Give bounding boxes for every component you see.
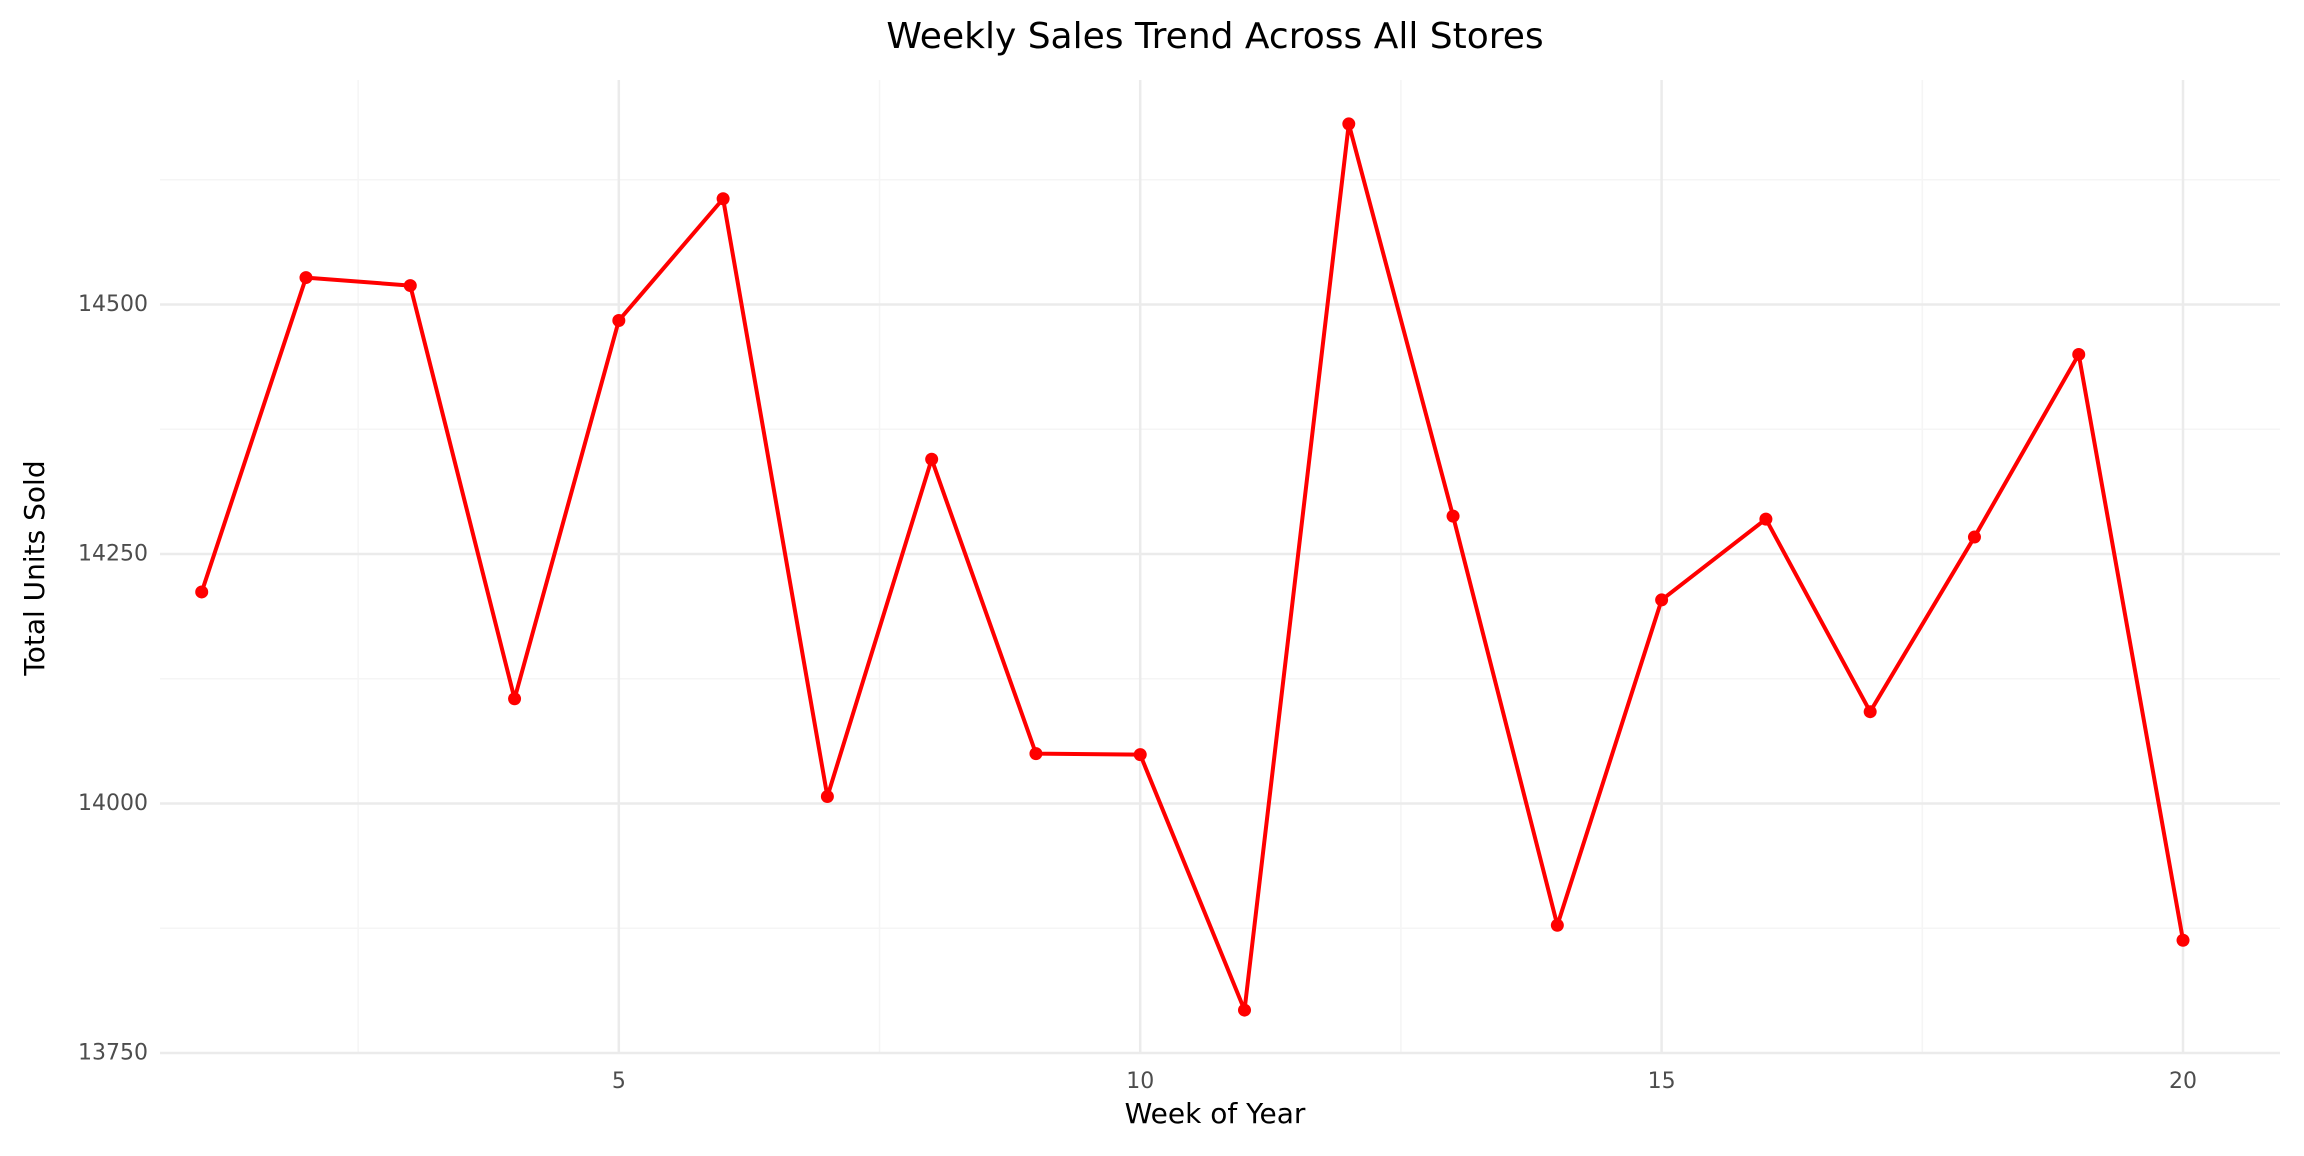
y-tick-label: 14500 [78,292,148,317]
x-axis-ticks: 5 10 15 20 [612,1069,2197,1094]
data-point [1238,1003,1252,1017]
data-point [2072,347,2086,361]
data-point [1967,530,1981,544]
data-point [1342,117,1356,131]
data-point [1759,512,1773,526]
y-axis-ticks: 13750 14000 14250 14500 [78,292,148,1065]
data-point [1133,748,1147,762]
data-point [1550,918,1564,932]
x-tick-label: 15 [1648,1069,1676,1094]
series-line [199,121,2186,1013]
data-point [508,692,522,706]
chart-title: Weekly Sales Trend Across All Stores [886,16,1543,57]
data-point [820,790,834,804]
data-point [716,192,730,206]
data-point [925,452,939,466]
y-tick-label: 14250 [78,542,148,567]
y-axis-title: Total Units Sold [18,460,51,676]
y-tick-label: 14000 [78,791,148,816]
data-point [1655,593,1669,607]
x-tick-label: 10 [1126,1069,1154,1094]
data-point [1863,705,1877,719]
data-point [612,314,626,328]
data-point [195,585,209,599]
data-point [2176,933,2190,947]
x-axis-title: Week of Year [1125,1097,1306,1130]
data-point [1446,509,1460,523]
data-point [299,271,313,285]
data-point [403,279,417,293]
grid-lines [160,80,2280,1055]
y-tick-label: 13750 [78,1041,148,1066]
data-points-layer [195,117,2190,1017]
x-tick-label: 5 [612,1069,626,1094]
x-tick-label: 20 [2169,1069,2197,1094]
data-point [1029,747,1043,761]
series-line-layer [199,121,2186,1013]
